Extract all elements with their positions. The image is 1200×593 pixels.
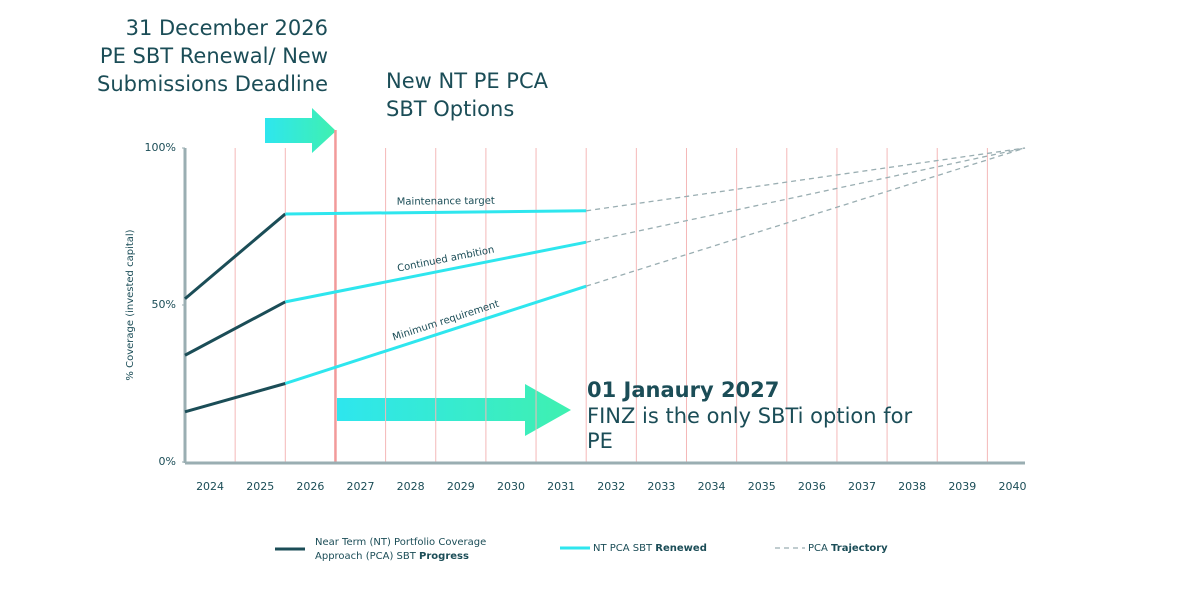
y-tick-label: 100% bbox=[145, 141, 176, 154]
annotation: Submissions Deadline bbox=[97, 72, 328, 96]
x-tick-label: 2031 bbox=[547, 480, 575, 493]
x-tick-label: 2025 bbox=[246, 480, 274, 493]
x-tick-label: 2027 bbox=[347, 480, 375, 493]
annotation: 31 December 2026 bbox=[126, 16, 328, 40]
legend-label: Near Term (NT) Portfolio Coverage bbox=[315, 537, 486, 548]
x-tick-label: 2030 bbox=[497, 480, 525, 493]
line-segment bbox=[285, 209, 587, 216]
legend-label: Near Term (NT) Portfolio Coverage bbox=[315, 537, 486, 548]
legend-label: NT PCA SBT bbox=[593, 543, 655, 554]
line-label: Maintenance target bbox=[397, 196, 495, 208]
x-tick-label: 2033 bbox=[647, 480, 675, 493]
legend-label: PCA bbox=[808, 543, 831, 554]
legend-label-bold: Progress bbox=[419, 551, 469, 562]
arrow bbox=[337, 384, 571, 436]
line-segment bbox=[586, 147, 1026, 243]
line-segment bbox=[586, 147, 1026, 212]
x-tick-label: 2035 bbox=[748, 480, 776, 493]
arrow bbox=[265, 108, 336, 153]
x-tick-label: 2038 bbox=[898, 480, 926, 493]
legend-label-bold: Trajectory bbox=[831, 543, 888, 554]
annotation: 01 Janaury 2027 bbox=[587, 378, 779, 402]
annotation: SBT Options bbox=[386, 97, 514, 121]
x-tick-label: 2026 bbox=[296, 480, 324, 493]
line-label: Minimum requirement bbox=[391, 299, 500, 344]
line-segment bbox=[284, 284, 587, 385]
x-tick-label: 2037 bbox=[848, 480, 876, 493]
line-segment bbox=[184, 382, 286, 414]
y-axis-label: % Coverage (invested capital) bbox=[125, 229, 136, 380]
annotation: PE bbox=[587, 429, 613, 453]
annotation: New NT PE PCA bbox=[386, 69, 549, 93]
annotation: PE SBT Renewal/ New bbox=[100, 44, 328, 68]
line-segment bbox=[184, 300, 287, 357]
legend-label: PCA Trajectory bbox=[808, 543, 888, 554]
legend-label: Approach (PCA) SBT Progress bbox=[315, 551, 469, 562]
x-tick-label: 2040 bbox=[998, 480, 1026, 493]
y-tick-label: 50% bbox=[152, 298, 176, 311]
legend-label-bold: Renewed bbox=[655, 543, 707, 554]
legend-label: NT PCA SBT Renewed bbox=[593, 543, 707, 554]
line-segment bbox=[184, 212, 287, 300]
y-tick-label: 0% bbox=[159, 455, 176, 468]
line-segment bbox=[585, 147, 1026, 287]
x-tick-label: 2039 bbox=[948, 480, 976, 493]
legend-label: Approach (PCA) SBT bbox=[315, 551, 419, 562]
x-tick-label: 2028 bbox=[397, 480, 425, 493]
annotation: FINZ is the only SBTi option for bbox=[587, 404, 912, 428]
x-tick-label: 2034 bbox=[698, 480, 726, 493]
x-tick-label: 2024 bbox=[196, 480, 224, 493]
line-segment bbox=[285, 240, 587, 304]
x-tick-label: 2029 bbox=[447, 480, 475, 493]
x-tick-label: 2036 bbox=[798, 480, 826, 493]
x-tick-label: 2032 bbox=[597, 480, 625, 493]
